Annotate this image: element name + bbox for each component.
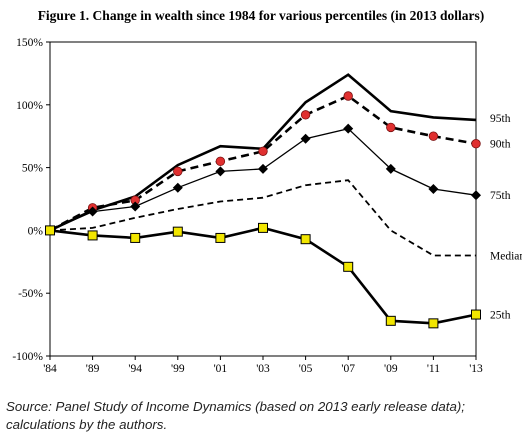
marker-75th bbox=[172, 182, 183, 193]
marker-75th bbox=[343, 123, 354, 134]
marker-75th bbox=[471, 190, 481, 201]
x-tick-label: '01 bbox=[214, 363, 228, 375]
x-tick-label: '05 bbox=[299, 363, 313, 375]
y-tick-label: 150% bbox=[16, 37, 43, 49]
series-label-75th: 75th bbox=[490, 190, 511, 202]
marker-25th bbox=[258, 222, 268, 233]
marker-25th bbox=[172, 226, 183, 237]
y-tick-label: -100% bbox=[12, 351, 43, 363]
marker-90th bbox=[258, 146, 268, 156]
marker-25th bbox=[300, 234, 311, 245]
marker-90th bbox=[300, 110, 311, 120]
x-tick-label: '84 bbox=[43, 363, 57, 375]
plot-frame bbox=[49, 41, 477, 357]
y-tick-label: 0% bbox=[28, 225, 44, 237]
series-line-90th bbox=[49, 94, 477, 232]
marker-25th bbox=[130, 232, 141, 243]
marker-75th bbox=[258, 163, 268, 174]
source-line-2: calculations by the authors. bbox=[6, 417, 168, 432]
marker-90th bbox=[386, 122, 396, 133]
x-tick-label: '09 bbox=[384, 363, 398, 375]
series-label-95th: 95th bbox=[490, 113, 511, 125]
marker-75th bbox=[428, 183, 439, 194]
marker-25th bbox=[87, 230, 98, 241]
x-tick-label: '03 bbox=[256, 363, 270, 375]
x-tick-label: '07 bbox=[341, 363, 355, 375]
chart-series bbox=[45, 73, 481, 329]
marker-90th bbox=[343, 91, 353, 101]
marker-25th bbox=[385, 315, 396, 326]
x-tick-label: '89 bbox=[86, 363, 100, 375]
marker-75th bbox=[87, 206, 98, 217]
series-label-90th: 90th bbox=[490, 139, 511, 151]
marker-75th bbox=[215, 166, 226, 177]
source-line-1: Source: Panel Study of Income Dynamics (… bbox=[6, 399, 465, 414]
chart-axes: -100% -50% 0% 50% 100% 150% '84 '89 '94 '99 '01 '03… bbox=[12, 37, 483, 375]
series-line-75th bbox=[49, 127, 477, 231]
source-note: Source: Panel Study of Income Dynamics (… bbox=[6, 398, 518, 434]
marker-75th bbox=[130, 201, 141, 212]
x-tick-label: '99 bbox=[171, 363, 185, 375]
marker-25th bbox=[215, 232, 226, 243]
marker-25th bbox=[428, 318, 439, 329]
x-tick-label: '11 bbox=[427, 363, 440, 375]
series-labels: 95th 90th 75th Median 25th bbox=[490, 113, 522, 322]
y-tick-label: -50% bbox=[18, 288, 43, 300]
marker-75th bbox=[300, 133, 311, 144]
marker-75th bbox=[385, 163, 396, 174]
chart-title: Figure 1. Change in wealth since 1984 fo… bbox=[37, 8, 485, 23]
y-tick-label: 100% bbox=[16, 100, 43, 112]
marker-25th bbox=[471, 309, 481, 320]
marker-90th bbox=[471, 139, 481, 149]
series-line-median bbox=[49, 179, 476, 257]
marker-90th bbox=[428, 131, 439, 141]
series-label-median: Median bbox=[490, 251, 522, 263]
y-tick-label: 50% bbox=[22, 163, 44, 175]
x-tick-label: '13 bbox=[469, 363, 483, 375]
marker-90th bbox=[173, 166, 183, 177]
marker-25th bbox=[45, 225, 55, 236]
marker-90th bbox=[215, 156, 226, 167]
marker-25th bbox=[343, 261, 354, 272]
x-tick-label: '94 bbox=[128, 363, 142, 375]
series-label-25th: 25th bbox=[490, 310, 511, 322]
